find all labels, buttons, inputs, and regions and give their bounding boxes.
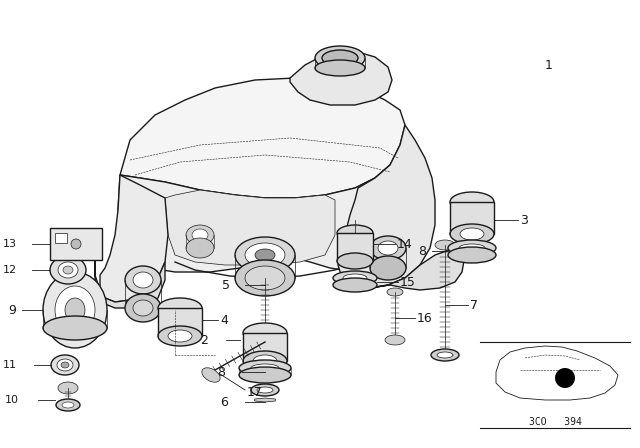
Ellipse shape: [243, 351, 287, 371]
Text: 3: 3: [520, 214, 528, 227]
Polygon shape: [118, 165, 405, 272]
Ellipse shape: [315, 46, 365, 70]
Polygon shape: [120, 78, 405, 198]
Ellipse shape: [57, 359, 73, 371]
Ellipse shape: [370, 256, 406, 280]
Ellipse shape: [337, 225, 373, 241]
Polygon shape: [165, 190, 335, 265]
Ellipse shape: [62, 402, 74, 408]
Ellipse shape: [337, 253, 373, 269]
Bar: [158, 308, 202, 336]
Ellipse shape: [63, 266, 73, 274]
Text: 2: 2: [200, 333, 208, 346]
Bar: [55, 233, 67, 243]
Ellipse shape: [435, 240, 455, 250]
Ellipse shape: [253, 355, 277, 367]
Text: 15: 15: [400, 276, 416, 289]
Ellipse shape: [158, 326, 202, 346]
Ellipse shape: [125, 294, 161, 322]
Text: 8: 8: [217, 366, 225, 379]
Circle shape: [555, 368, 575, 388]
Ellipse shape: [448, 240, 496, 256]
Ellipse shape: [158, 298, 202, 318]
Ellipse shape: [50, 256, 86, 284]
Ellipse shape: [239, 367, 291, 383]
Text: 11: 11: [3, 360, 17, 370]
Ellipse shape: [202, 368, 220, 382]
Ellipse shape: [343, 274, 367, 282]
Ellipse shape: [257, 387, 273, 393]
Ellipse shape: [322, 50, 358, 66]
Ellipse shape: [235, 260, 295, 296]
Ellipse shape: [255, 249, 275, 261]
Ellipse shape: [370, 236, 406, 260]
Ellipse shape: [51, 355, 79, 375]
Text: 9: 9: [8, 303, 16, 316]
Text: 8: 8: [418, 245, 426, 258]
Ellipse shape: [43, 316, 107, 340]
Ellipse shape: [58, 382, 78, 394]
Ellipse shape: [459, 244, 485, 252]
Polygon shape: [338, 125, 435, 288]
Polygon shape: [370, 248, 465, 290]
Text: 7: 7: [470, 298, 478, 311]
Ellipse shape: [65, 298, 85, 322]
Polygon shape: [100, 175, 168, 302]
Ellipse shape: [333, 271, 377, 285]
Ellipse shape: [125, 266, 161, 294]
Text: 14: 14: [397, 237, 413, 250]
Ellipse shape: [55, 286, 95, 334]
Bar: [243, 333, 287, 361]
Text: 5: 5: [222, 279, 230, 292]
Ellipse shape: [315, 60, 365, 76]
Ellipse shape: [43, 272, 107, 348]
Bar: [337, 233, 373, 261]
Text: 13: 13: [3, 239, 17, 249]
Text: 12: 12: [3, 265, 17, 275]
Text: 3CO   394: 3CO 394: [529, 417, 581, 427]
Text: 1: 1: [545, 59, 553, 72]
Ellipse shape: [251, 384, 279, 396]
Ellipse shape: [186, 225, 214, 245]
Ellipse shape: [431, 349, 459, 361]
Ellipse shape: [133, 272, 153, 288]
Text: 17: 17: [247, 385, 263, 399]
Text: 16: 16: [417, 311, 433, 324]
Text: 6: 6: [220, 396, 228, 409]
Polygon shape: [95, 255, 165, 308]
Ellipse shape: [61, 362, 69, 368]
Ellipse shape: [186, 238, 214, 258]
Ellipse shape: [387, 288, 403, 296]
Ellipse shape: [450, 192, 494, 212]
Ellipse shape: [460, 228, 484, 240]
Circle shape: [71, 239, 81, 249]
Ellipse shape: [245, 243, 285, 267]
Text: 10: 10: [5, 395, 19, 405]
Ellipse shape: [378, 241, 398, 255]
Ellipse shape: [450, 224, 494, 244]
Bar: [50, 228, 102, 260]
Polygon shape: [290, 52, 392, 105]
Ellipse shape: [192, 229, 208, 241]
Bar: [450, 202, 494, 234]
Ellipse shape: [133, 300, 153, 316]
Ellipse shape: [245, 266, 285, 290]
Ellipse shape: [243, 323, 287, 343]
Ellipse shape: [385, 335, 405, 345]
Polygon shape: [255, 398, 275, 402]
Ellipse shape: [168, 330, 192, 342]
Ellipse shape: [448, 247, 496, 263]
Ellipse shape: [239, 360, 291, 376]
Ellipse shape: [251, 364, 279, 372]
Ellipse shape: [333, 278, 377, 292]
Ellipse shape: [58, 262, 78, 278]
Polygon shape: [496, 346, 618, 400]
Text: 4: 4: [220, 314, 228, 327]
Ellipse shape: [437, 352, 453, 358]
Ellipse shape: [56, 399, 80, 411]
Ellipse shape: [235, 237, 295, 273]
